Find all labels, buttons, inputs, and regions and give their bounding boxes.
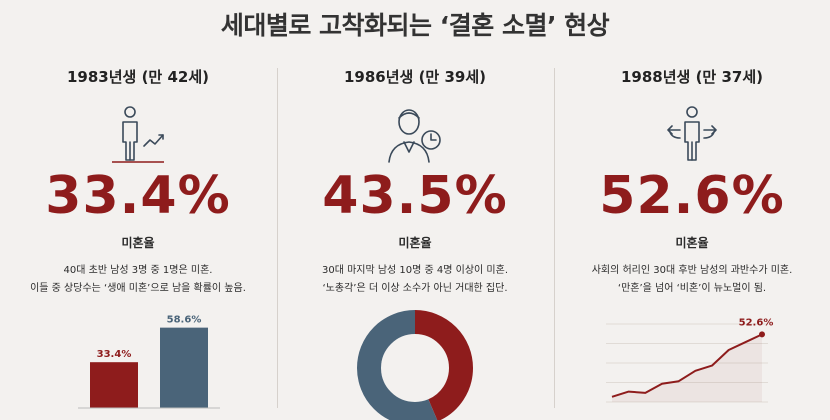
panel-1986: 1986년생 (만 39세) 43.5% 미혼율 30대 마지막 남성 10명 … (277, 62, 553, 420)
person-rising-arrow-icon (112, 106, 164, 163)
series-line (611, 333, 763, 398)
generation-heading: 1983년생 (만 42세) (67, 68, 209, 86)
description-line: ‘만혼’을 넘어 ‘비혼’이 뉴노멀이 됨. (617, 283, 767, 294)
unmarried-label: 미혼율 (121, 236, 155, 250)
line-area (612, 334, 762, 402)
description-line: 사회의 허리인 30대 후반 남성의 과반수가 미혼. (591, 265, 793, 276)
panel-1983: 1983년생 (만 42세) 33.4% 미혼율 40대 초반 남성 3명 중 … (0, 62, 276, 420)
generation-heading: 1986년생 (만 39세) (344, 68, 486, 86)
bar-chart: 33.4% 58.6% (78, 315, 220, 409)
person-clock-icon (388, 109, 441, 163)
description-line: ‘노총각’은 더 이상 소수가 아닌 거대한 집단. (322, 283, 508, 294)
panel-1988: 1988년생 (만 37세) 52.6% 미혼율 사회의 허리인 30대 후반 … (554, 62, 830, 420)
bar-value-label: 33.4% (97, 349, 132, 360)
bar-value-label: 58.6% (167, 315, 202, 326)
donut-chart (357, 310, 473, 420)
description-line: 40대 초반 남성 3명 중 1명은 미혼. (63, 265, 213, 276)
description: 30대 마지막 남성 10명 중 4명 이상이 미혼. ‘노총각’은 더 이상 … (283, 262, 547, 298)
bar (90, 362, 138, 408)
unmarried-percent: 43.5% (322, 166, 508, 226)
donut-slice (357, 310, 473, 420)
unmarried-percent: 52.6% (599, 166, 785, 226)
end-point (759, 331, 765, 338)
page-title: 세대별로 고착화되는 ‘결혼 소멸’ 현상 (220, 11, 610, 40)
unmarried-label: 미혼율 (675, 236, 709, 250)
generation-heading: 1988년생 (만 37세) (621, 68, 763, 86)
description: 40대 초반 남성 3명 중 1명은 미혼. 이들 중 상당수는 ‘생애 미혼’… (6, 262, 270, 298)
panel-divider (277, 68, 278, 408)
panel-divider (554, 68, 555, 408)
unmarried-label: 미혼율 (398, 236, 432, 250)
description-line: 이들 중 상당수는 ‘생애 미혼’으로 남을 확률이 높음. (30, 283, 246, 294)
description-line: 30대 마지막 남성 10명 중 4명 이상이 미혼. (321, 265, 509, 276)
line-chart: 52.6% (606, 317, 774, 403)
bar (160, 327, 208, 408)
unmarried-percent: 33.4% (45, 166, 231, 226)
description: 사회의 허리인 30대 후반 남성의 과반수가 미혼. ‘만혼’을 넘어 ‘비혼… (560, 262, 824, 298)
end-value-label: 52.6% (739, 317, 774, 328)
person-crossroads-arrows-icon (667, 106, 717, 161)
